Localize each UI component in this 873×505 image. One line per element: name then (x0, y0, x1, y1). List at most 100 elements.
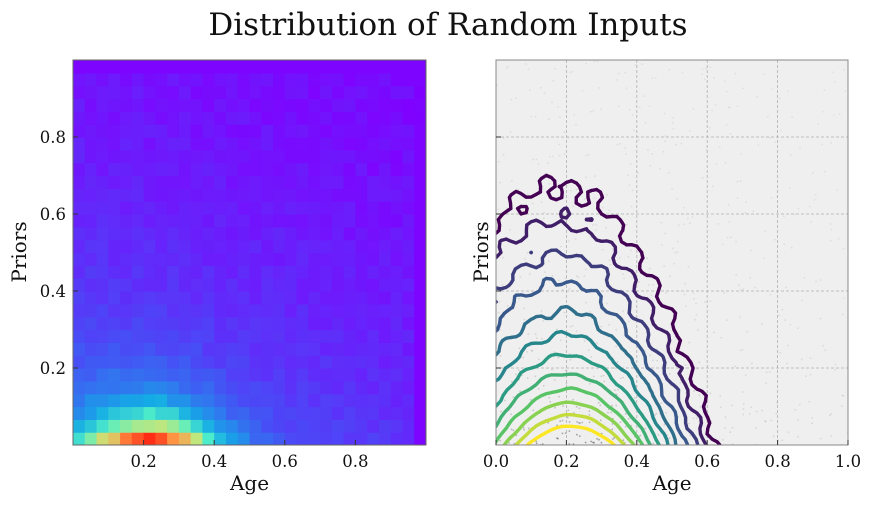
heatmap-cell (178, 188, 192, 202)
heatmap-cell (96, 291, 109, 305)
heatmap-frame (72, 59, 427, 446)
heatmap-cell (296, 60, 309, 74)
heatmap-cell (108, 149, 121, 164)
heatmap-cell (343, 406, 356, 420)
heatmap-cell (343, 137, 356, 151)
scatter-point (726, 319, 728, 321)
heatmap-cell (390, 149, 404, 164)
heatmap-panel: 0.2 0.4 0.6 0.8 0.2 0.4 0.6 0.8 Age Priors (7, 59, 427, 495)
heatmap-cell (237, 175, 251, 189)
scatter-point (811, 417, 814, 419)
scatter-point (592, 441, 594, 444)
scatter-point (537, 163, 540, 165)
scatter-point (557, 279, 560, 282)
heatmap-cell (378, 393, 392, 408)
scatter-point (553, 379, 556, 381)
heatmap-cell (320, 162, 333, 177)
heatmap-cell (190, 393, 204, 408)
contour-x-tick-label: 0.2 (553, 452, 579, 471)
scatter-point (808, 205, 811, 208)
heatmap-cell (414, 355, 426, 369)
scatter-point (578, 435, 581, 437)
heatmap-cell (214, 432, 227, 445)
heatmap-cell (331, 419, 345, 433)
scatter-point (664, 140, 666, 143)
heatmap-cell (167, 316, 180, 331)
heatmap-cell (190, 239, 204, 254)
scatter-point (736, 180, 739, 183)
scatter-point (535, 337, 538, 340)
heatmap-cell (355, 137, 368, 151)
scatter-point (672, 127, 675, 130)
scatter-point (780, 129, 783, 132)
heatmap-cell (190, 265, 204, 279)
heatmap-cell (378, 162, 392, 177)
heatmap-cell (120, 380, 133, 395)
scatter-point (523, 318, 526, 321)
heatmap-cell (167, 329, 180, 343)
heatmap-cell (308, 432, 321, 445)
scatter-point (522, 426, 525, 429)
heatmap-cell (73, 252, 86, 266)
heatmap-cell (378, 419, 392, 433)
scatter-point (581, 90, 584, 92)
heatmap-cell (237, 393, 251, 408)
heatmap-cell (120, 226, 133, 241)
heatmap-cell (414, 149, 426, 164)
scatter-point (563, 311, 566, 314)
scatter-point (741, 348, 744, 351)
scatter-point (680, 142, 683, 145)
scatter-point (840, 405, 843, 407)
heatmap-cell (355, 214, 368, 228)
scatter-point (687, 265, 690, 268)
heatmap-cell (331, 111, 345, 125)
scatter-point (628, 108, 631, 111)
heatmap-cell (167, 393, 180, 408)
heatmap-cell (414, 111, 426, 125)
heatmap-cell (343, 60, 356, 74)
heatmap-cell (237, 85, 251, 100)
figure-title: Distribution of Random Inputs (208, 7, 687, 43)
heatmap-cell (143, 72, 156, 87)
heatmap-cell (225, 201, 239, 215)
scatter-point (624, 412, 627, 415)
scatter-point (575, 406, 578, 408)
heatmap-cell (155, 406, 168, 420)
heatmap-cell (402, 85, 415, 100)
heatmap-cell (308, 72, 321, 87)
heatmap-cell (190, 406, 204, 420)
scatter-point (713, 331, 716, 334)
heatmap-cell (131, 201, 145, 215)
heatmap-cell (225, 265, 239, 279)
scatter-point (611, 248, 614, 250)
heatmap-cell (296, 329, 309, 343)
scatter-point (502, 153, 505, 156)
scatter-point (585, 154, 588, 157)
heatmap-cell (402, 175, 415, 189)
heatmap-cell (155, 226, 168, 241)
scatter-point (836, 189, 839, 192)
heatmap-cell (96, 355, 109, 369)
heatmap-cell (355, 98, 368, 112)
heatmap-cell (378, 278, 392, 292)
heatmap-cell (96, 85, 109, 100)
scatter-point (539, 86, 542, 89)
heatmap-cell (367, 72, 380, 87)
heatmap-cell (343, 316, 356, 331)
heatmap-cell (143, 111, 156, 125)
heatmap-cell (296, 98, 309, 112)
contour-background (496, 60, 848, 445)
scatter-point (588, 421, 591, 424)
heatmap-cell (178, 226, 192, 241)
scatter-point (619, 421, 622, 424)
heatmap-cell (367, 226, 380, 241)
scatter-point (688, 422, 690, 425)
heatmap-cell (378, 355, 392, 369)
heatmap-cell (390, 303, 404, 318)
heatmap-cell (284, 175, 298, 189)
scatter-point (566, 416, 569, 419)
scatter-point (512, 396, 515, 398)
heatmap-cell (108, 406, 121, 420)
scatter-point (526, 377, 529, 379)
heatmap-cell (225, 72, 239, 87)
